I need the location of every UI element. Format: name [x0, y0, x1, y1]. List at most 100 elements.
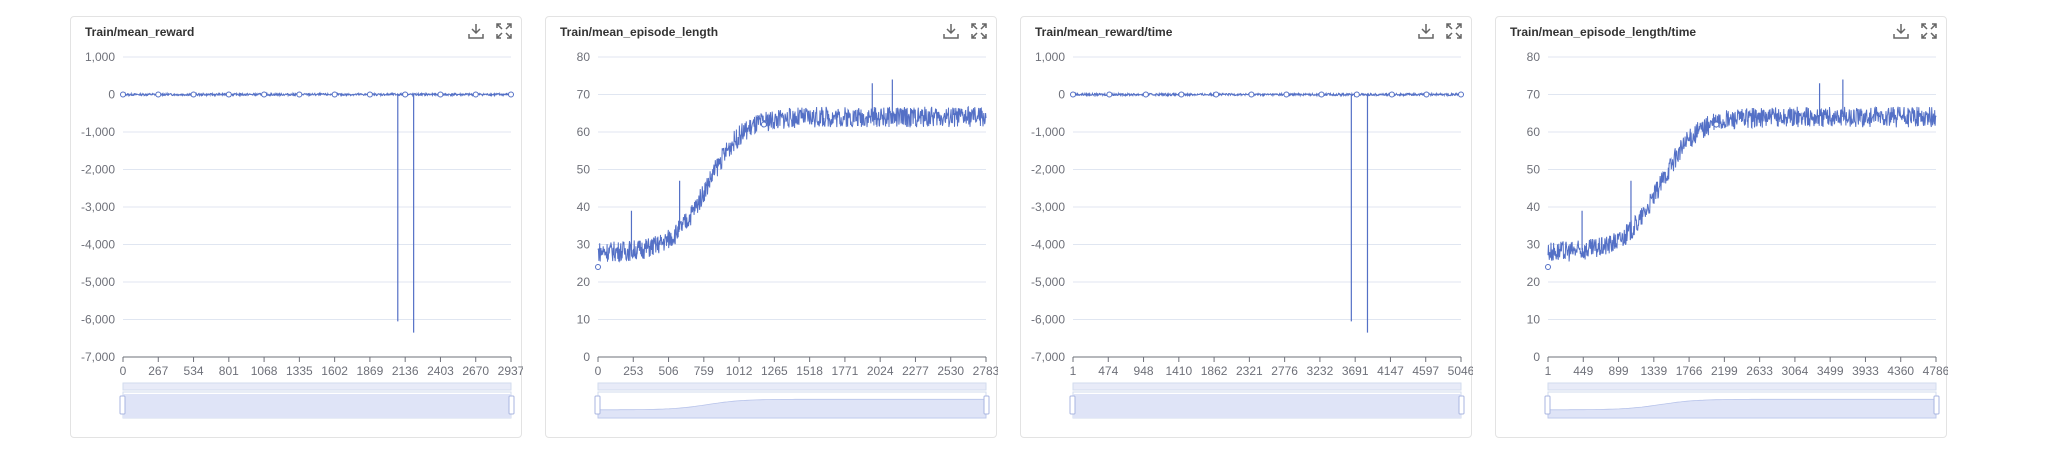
- zoom-slider-bar: [1547, 382, 1937, 391]
- data-point: [1545, 264, 1551, 270]
- x-tick-label: 2321: [1236, 364, 1263, 378]
- y-tick-label: -1,000: [1031, 125, 1065, 139]
- y-tick-label: 0: [583, 350, 590, 364]
- x-tick-label: 899: [1609, 364, 1629, 378]
- x-tick-label: 2403: [427, 364, 454, 378]
- data-point: [1423, 91, 1430, 98]
- data-point: [1070, 91, 1076, 98]
- download-icon[interactable]: [942, 22, 960, 40]
- y-tick-label: -2,000: [81, 163, 115, 177]
- chart-title: Train/mean_reward: [85, 25, 195, 39]
- x-tick-label: 1771: [832, 364, 859, 378]
- x-tick-label: 3499: [1817, 364, 1844, 378]
- y-tick-label: 70: [577, 88, 591, 102]
- y-tick-label: 10: [577, 313, 591, 327]
- data-point: [1106, 91, 1113, 98]
- download-icon[interactable]: [467, 22, 485, 40]
- x-tick-label: 1335: [286, 364, 313, 378]
- x-tick-label: 474: [1098, 364, 1118, 378]
- zoom-handle-right: [1933, 395, 1940, 415]
- data-point: [402, 91, 409, 98]
- x-tick-label: 534: [184, 364, 204, 378]
- x-tick-label: 2783: [973, 364, 998, 378]
- x-tick-label: 506: [659, 364, 679, 378]
- fullscreen-icon[interactable]: [1920, 22, 1938, 40]
- y-tick-label: -1,000: [81, 125, 115, 139]
- x-tick-label: 3064: [1782, 364, 1809, 378]
- y-tick-label: 40: [577, 200, 591, 214]
- fullscreen-icon[interactable]: [970, 22, 988, 40]
- y-tick-label: -5,000: [81, 275, 115, 289]
- data-point: [1318, 91, 1325, 98]
- x-tick-label: 1068: [251, 364, 278, 378]
- data-point: [225, 91, 232, 98]
- y-tick-label: 40: [1527, 200, 1541, 214]
- x-tick-label: 1869: [357, 364, 384, 378]
- x-tick-label: 1602: [321, 364, 348, 378]
- download-icon[interactable]: [1417, 22, 1435, 40]
- y-tick-label: 0: [108, 88, 115, 102]
- x-tick-label: 2633: [1746, 364, 1773, 378]
- y-tick-label: -7,000: [1031, 350, 1065, 364]
- data-point: [437, 91, 444, 98]
- chart-panel-mean-reward: Train/mean_reward 1,000 0 -1,000 -2,000 -3,0…: [70, 16, 523, 438]
- x-tick-label: 4360: [1887, 364, 1914, 378]
- x-tick-label: 2277: [902, 364, 929, 378]
- zoom-handle-right: [983, 395, 990, 415]
- x-tick-label: 2199: [1711, 364, 1738, 378]
- zoom-slider-bar: [597, 382, 987, 391]
- zoom-slider-bar: [1072, 382, 1462, 391]
- chart-title: Train/mean_episode_length/time: [1510, 25, 1697, 39]
- x-tick-label: 2530: [937, 364, 964, 378]
- x-tick-label: 759: [694, 364, 714, 378]
- x-tick-label: 1265: [761, 364, 788, 378]
- zoom-handle-left: [119, 395, 126, 415]
- x-tick-label: 2776: [1271, 364, 1298, 378]
- x-tick-label: 3232: [1307, 364, 1334, 378]
- x-tick-label: 1012: [726, 364, 753, 378]
- y-tick-label: 10: [1527, 313, 1541, 327]
- x-tick-label: 449: [1573, 364, 1593, 378]
- data-point: [508, 91, 514, 98]
- x-tick-label: 2136: [392, 364, 419, 378]
- series-line: [1547, 106, 1937, 262]
- x-tick-label: 0: [120, 364, 127, 378]
- x-tick-label: 1518: [796, 364, 823, 378]
- chart-panel-mean-reward-time: Train/mean_reward/time 1,000 0 -1,000 -2,00…: [1020, 16, 1473, 438]
- x-tick-label: 801: [219, 364, 239, 378]
- y-tick-label: -4,000: [1031, 238, 1065, 252]
- x-tick-label: 4147: [1377, 364, 1404, 378]
- chart-panel-mean-episode-length-time: Train/mean_episode_length/time 80 70 60 50 4…: [1495, 16, 1948, 438]
- y-tick-label: 20: [1527, 275, 1541, 289]
- y-tick-label: 50: [577, 163, 591, 177]
- y-tick-label: 30: [577, 238, 591, 252]
- series-line: [1072, 91, 1462, 98]
- data-point: [120, 91, 126, 98]
- y-tick-label: -4,000: [81, 238, 115, 252]
- data-point: [1458, 91, 1464, 98]
- y-tick-label: 1,000: [1035, 50, 1065, 64]
- data-point: [296, 91, 303, 98]
- series-line: [597, 105, 987, 263]
- zoom-handle-right: [508, 395, 515, 415]
- series-line: [122, 91, 512, 98]
- data-point: [155, 91, 162, 98]
- zoom-handle-left: [1544, 395, 1551, 415]
- fullscreen-icon[interactable]: [495, 22, 513, 40]
- y-tick-label: -5,000: [1031, 275, 1065, 289]
- zoom-handle-left: [594, 395, 601, 415]
- y-tick-label: 1,000: [85, 50, 115, 64]
- x-tick-label: 0: [595, 364, 602, 378]
- fullscreen-icon[interactable]: [1445, 22, 1463, 40]
- data-point: [472, 91, 479, 98]
- y-tick-label: 80: [577, 50, 591, 64]
- line-chart: 80 70 60 50 40 30 20 10 00 253 506 759 1012 1265 1518 1…: [577, 50, 998, 419]
- zoom-handle-right: [1458, 395, 1465, 415]
- x-tick-label: 2024: [867, 364, 894, 378]
- data-point: [1248, 91, 1255, 98]
- download-icon[interactable]: [1892, 22, 1910, 40]
- x-tick-label: 253: [623, 364, 643, 378]
- y-tick-label: 80: [1527, 50, 1541, 64]
- x-tick-label: 4786: [1923, 364, 1948, 378]
- x-tick-label: 3933: [1852, 364, 1879, 378]
